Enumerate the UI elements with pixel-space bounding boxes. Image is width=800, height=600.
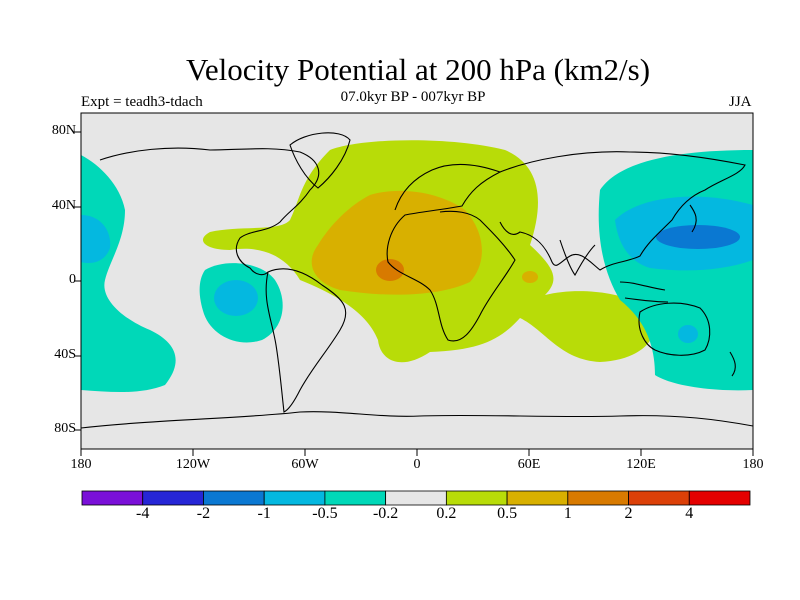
map-subtitle: 07.0kyr BP - 007kyr BP bbox=[340, 89, 486, 105]
lat-tick-label: 80N bbox=[51, 123, 76, 138]
negative-patch-east bbox=[678, 325, 698, 343]
negative-field-0.2-west bbox=[81, 155, 176, 393]
season-label: JJA bbox=[729, 94, 752, 110]
colorbar-label: 0.2 bbox=[436, 505, 457, 522]
colorbar-label: -0.5 bbox=[312, 505, 338, 522]
colorbar-swatch bbox=[203, 490, 265, 506]
experiment-label: Expt = teadh3-tdach bbox=[81, 94, 203, 110]
colorbar-swatch bbox=[324, 490, 387, 506]
colorbar-label: 2 bbox=[624, 505, 633, 522]
colorbar-label: -2 bbox=[196, 505, 211, 522]
colorbar-swatch bbox=[567, 490, 629, 506]
colorbar-swatch bbox=[688, 490, 751, 506]
positive-field-0.5 bbox=[311, 190, 482, 295]
colorbar-swatch bbox=[263, 490, 326, 506]
lat-tick-label: 0 bbox=[69, 272, 76, 287]
coastlines bbox=[81, 132, 753, 429]
lat-tick-label: 40N bbox=[51, 198, 76, 213]
lon-tick-label: 120E bbox=[626, 457, 656, 472]
colorbar-label: 0.5 bbox=[497, 505, 518, 522]
colorbar-swatch bbox=[385, 490, 447, 506]
axis-ticks bbox=[74, 131, 754, 456]
colorbar-swatch bbox=[506, 490, 569, 506]
colorbar-label: 4 bbox=[685, 505, 694, 522]
map-title: Velocity Potential at 200 hPa (km2/s) bbox=[185, 52, 651, 87]
negative-field-1-east bbox=[656, 225, 740, 249]
colorbar-label: -4 bbox=[136, 505, 150, 522]
colorbar-swatch bbox=[628, 490, 690, 506]
lon-tick-label: 120W bbox=[175, 457, 211, 472]
lat-tick-label: 80S bbox=[54, 421, 76, 436]
negative-field-0.5-west bbox=[81, 215, 111, 264]
lon-tick-label: 60W bbox=[291, 457, 319, 472]
lon-tick-label: 180 bbox=[70, 457, 92, 472]
positive-patch bbox=[522, 271, 538, 283]
colorbar-label: -1 bbox=[257, 505, 271, 522]
lon-tick-label: 60E bbox=[517, 457, 541, 472]
colorbar-label: 1 bbox=[563, 505, 572, 522]
colorbar-swatch bbox=[445, 490, 508, 506]
lat-tick-label: 40S bbox=[54, 347, 76, 362]
colorbar-swatch bbox=[142, 490, 204, 506]
lon-tick-label: 0 bbox=[413, 457, 421, 472]
negative-field-0.5-pacific bbox=[214, 280, 258, 316]
colorbar-swatch bbox=[81, 490, 144, 506]
colorbar-label: -0.2 bbox=[372, 505, 399, 522]
lon-tick-label: 180 bbox=[742, 457, 764, 472]
positive-field-1 bbox=[376, 259, 404, 281]
